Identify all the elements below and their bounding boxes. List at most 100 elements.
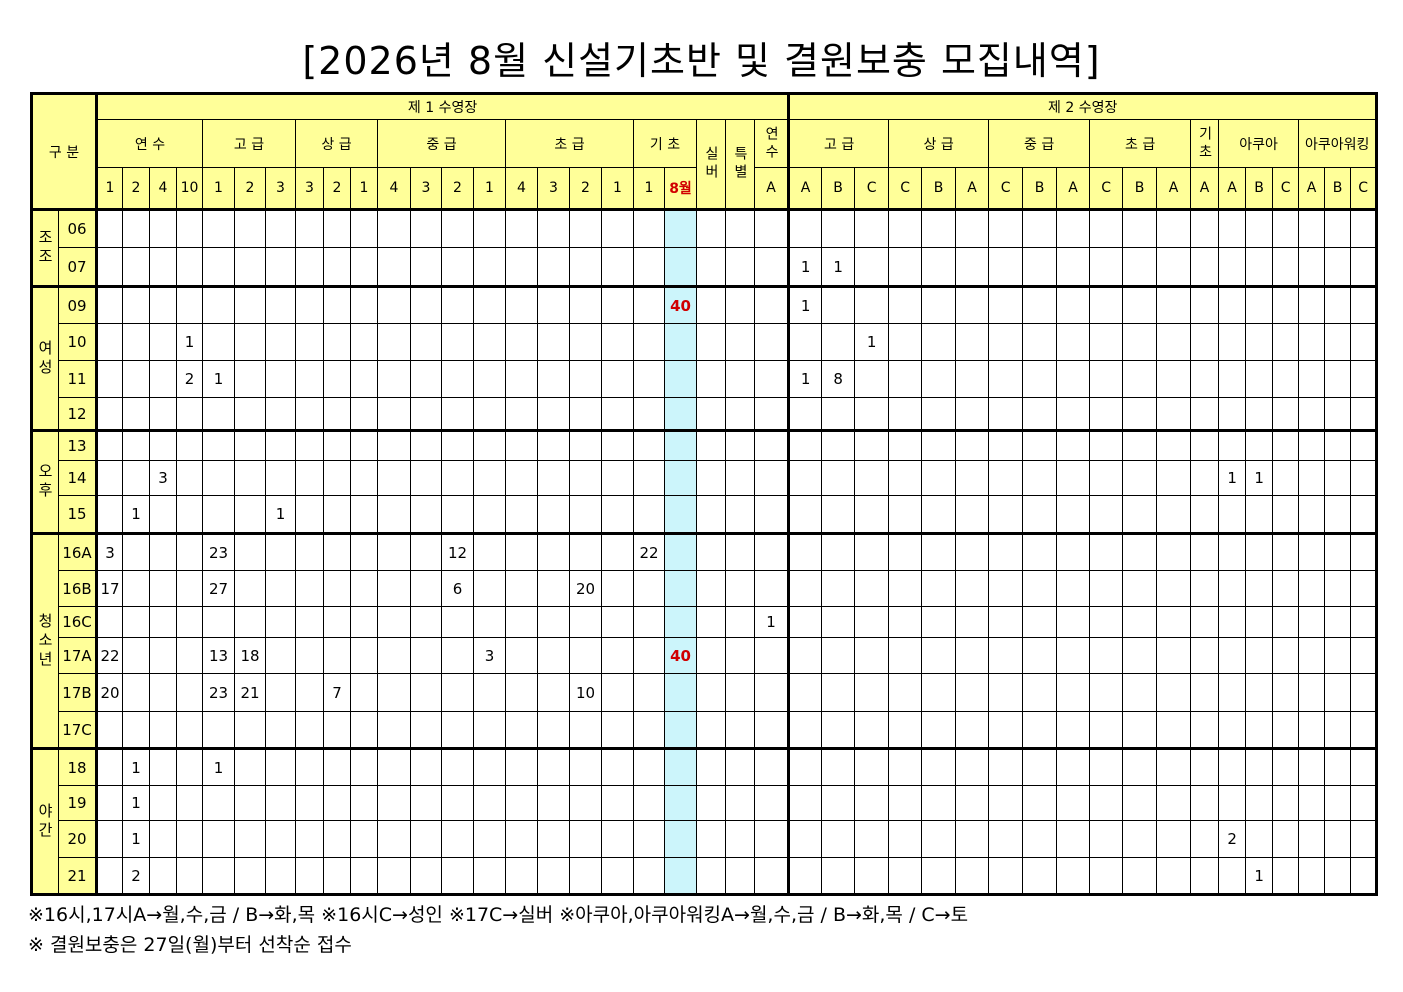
empty-cell <box>473 711 506 749</box>
empty-cell <box>988 820 1024 858</box>
empty-cell <box>1190 711 1220 749</box>
empty-cell <box>1272 785 1300 821</box>
empty-cell <box>1022 820 1058 858</box>
empty-cell <box>1056 460 1091 496</box>
column-label: B <box>1324 167 1352 211</box>
time-label: 17C <box>58 711 97 749</box>
empty-cell <box>601 857 634 895</box>
empty-cell <box>955 360 990 398</box>
empty-cell <box>295 673 324 712</box>
empty-cell <box>234 857 266 895</box>
empty-cell <box>1245 247 1274 287</box>
empty-cell <box>1350 747 1378 786</box>
empty-cell <box>1324 711 1352 749</box>
empty-cell <box>569 247 602 287</box>
empty-cell <box>537 247 570 287</box>
empty-cell <box>473 429 506 461</box>
empty-cell <box>1324 323 1352 361</box>
empty-cell <box>787 857 823 895</box>
empty-cell <box>234 606 266 638</box>
empty-cell <box>888 460 923 496</box>
empty-cell <box>1056 495 1091 534</box>
empty-cell <box>505 637 538 674</box>
empty-cell <box>753 495 790 534</box>
empty-cell <box>323 247 351 287</box>
empty-cell <box>988 570 1024 607</box>
empty-cell <box>1245 711 1274 749</box>
time-label: 21 <box>58 857 97 895</box>
empty-cell <box>955 460 990 496</box>
empty-cell <box>441 397 474 431</box>
empty-cell <box>601 532 634 571</box>
empty-cell <box>122 460 150 496</box>
empty-cell <box>1245 360 1274 398</box>
empty-cell <box>664 857 697 895</box>
empty-cell <box>265 570 296 607</box>
empty-cell <box>1298 495 1326 534</box>
empty-cell <box>1022 208 1058 248</box>
count-cell: 1 <box>176 323 203 361</box>
empty-cell <box>1156 285 1192 324</box>
data-row: 20 1 2 <box>32 820 1378 858</box>
empty-cell <box>505 570 538 607</box>
count-cell: 1 <box>202 747 235 786</box>
section-label: 여성 <box>31 285 59 431</box>
empty-cell <box>787 820 823 858</box>
empty-cell <box>323 570 351 607</box>
empty-cell <box>149 429 177 461</box>
time-label: 12 <box>58 397 97 431</box>
empty-cell <box>537 495 570 534</box>
group-name: 고 급 <box>787 119 890 168</box>
empty-cell <box>988 429 1024 461</box>
empty-cell <box>921 711 957 749</box>
empty-cell <box>1218 606 1247 638</box>
empty-cell <box>1324 606 1352 638</box>
empty-cell <box>350 785 378 821</box>
empty-cell <box>1056 323 1091 361</box>
empty-cell <box>1022 532 1058 571</box>
empty-cell <box>350 208 378 248</box>
empty-cell <box>1089 673 1124 712</box>
empty-cell <box>176 673 203 712</box>
empty-cell <box>323 785 351 821</box>
column-label: 2 <box>323 167 351 211</box>
empty-cell <box>1298 360 1326 398</box>
empty-cell <box>1324 247 1352 287</box>
empty-cell <box>234 820 266 858</box>
empty-cell <box>725 857 755 895</box>
column-label: C <box>854 167 890 211</box>
empty-cell <box>1350 208 1378 248</box>
empty-cell <box>149 532 177 571</box>
empty-cell <box>854 820 890 858</box>
empty-cell <box>265 460 296 496</box>
data-row: 10 1 1 <box>32 323 1378 361</box>
empty-cell <box>1324 820 1352 858</box>
empty-cell <box>664 820 697 858</box>
empty-cell <box>176 637 203 674</box>
empty-cell <box>1089 460 1124 496</box>
empty-cell <box>1272 747 1300 786</box>
empty-cell <box>234 495 266 534</box>
empty-cell <box>787 208 823 248</box>
empty-cell <box>696 606 726 638</box>
empty-cell <box>1298 429 1326 461</box>
count-cell: 8 <box>821 360 856 398</box>
empty-cell <box>1272 711 1300 749</box>
empty-cell <box>1218 785 1247 821</box>
data-row: 청소년 16A 3 23 12 22 <box>31 532 1378 749</box>
empty-cell <box>1156 360 1192 398</box>
empty-cell <box>473 673 506 712</box>
empty-cell <box>410 397 442 431</box>
empty-cell <box>1122 747 1158 786</box>
group-name: 아쿠아워킹 <box>1298 119 1378 168</box>
empty-cell <box>1298 532 1326 571</box>
empty-cell <box>1089 429 1124 461</box>
empty-cell <box>955 208 990 248</box>
empty-cell <box>1245 673 1274 712</box>
empty-cell <box>854 785 890 821</box>
empty-cell <box>1350 820 1378 858</box>
column-label: B <box>1245 167 1274 211</box>
empty-cell <box>988 247 1024 287</box>
empty-cell <box>1324 285 1352 324</box>
